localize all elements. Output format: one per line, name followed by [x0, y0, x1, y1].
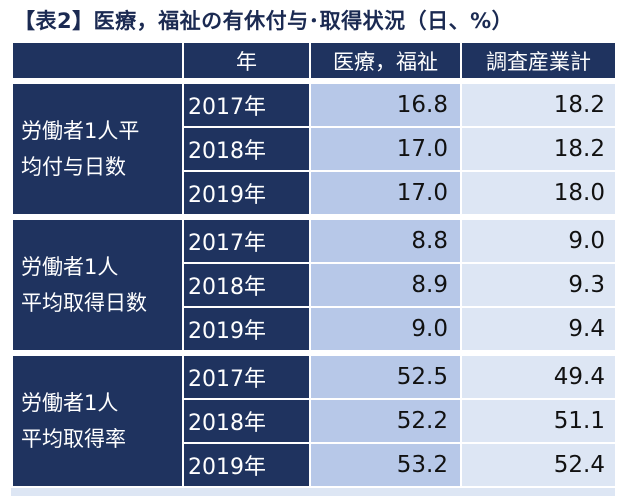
table-row: 労働者1人 平均取得率 2017年 52.5 49.4	[11, 354, 617, 488]
table-row: 2018年 52.2 51.1	[12, 398, 617, 444]
year-cell: 2017年	[182, 218, 311, 264]
header-row: 年 医療，福祉 調査産業計	[11, 41, 617, 80]
category-taken-days: 労働者1人 平均取得日数	[11, 218, 184, 352]
medical-value: 52.5	[309, 354, 462, 400]
category-granted-days: 労働者1人平 均付与日数	[11, 82, 184, 216]
medical-welfare-header: 医療，福祉	[309, 41, 462, 80]
table-row: 労働者1人 平均取得日数 2017年 8.8 9.0	[11, 218, 617, 352]
industry-value: 49.4	[460, 354, 617, 400]
medical-value: 8.8	[309, 218, 462, 264]
table-row: 2019年 53.2 52.4	[12, 442, 617, 488]
medical-value: 17.0	[309, 170, 462, 216]
year-cell: 2018年	[182, 126, 311, 172]
year-cell: 2019年	[182, 170, 311, 216]
industry-value: 52.4	[460, 442, 617, 488]
category-take-rate: 労働者1人 平均取得率	[11, 354, 184, 488]
year-cell: 2017年	[182, 354, 311, 400]
medical-value: 16.8	[309, 82, 462, 128]
year-cell: 2019年	[182, 306, 311, 352]
medical-value: 9.0	[309, 306, 462, 352]
table-row: 労働者1人平 均付与日数 2017年 16.8 18.2	[11, 82, 617, 216]
year-cell: 2018年	[182, 398, 311, 444]
year-header: 年	[182, 41, 311, 80]
table-row: 2018年 17.0 18.2	[12, 126, 617, 172]
year-cell: 2019年	[182, 442, 311, 488]
bottom-strip	[11, 488, 615, 496]
paid-leave-table: 年 医療，福祉 調査産業計 労働者1人平 均付与日数 2017年 16.8 18…	[11, 41, 617, 488]
industry-value: 51.1	[460, 398, 617, 444]
medical-value: 53.2	[309, 442, 462, 488]
industry-value: 18.2	[460, 82, 617, 128]
all-industries-header: 調査産業計	[460, 41, 617, 80]
medical-value: 52.2	[309, 398, 462, 444]
corner-cell	[11, 41, 184, 80]
industry-value: 18.0	[460, 170, 617, 216]
industry-value: 18.2	[460, 126, 617, 172]
industry-value: 9.0	[460, 218, 617, 264]
year-cell: 2017年	[182, 82, 311, 128]
medical-value: 17.0	[309, 126, 462, 172]
table-row: 2019年 17.0 18.0	[12, 170, 617, 216]
industry-value: 9.4	[460, 306, 617, 352]
table-row: 2018年 8.9 9.3	[12, 262, 617, 308]
table-title: 【表2】医療，福祉の有休付与･取得状況（日、%）	[14, 9, 514, 33]
medical-value: 8.9	[309, 262, 462, 308]
table-row: 2019年 9.0 9.4	[12, 306, 617, 352]
year-cell: 2018年	[182, 262, 311, 308]
industry-value: 9.3	[460, 262, 617, 308]
